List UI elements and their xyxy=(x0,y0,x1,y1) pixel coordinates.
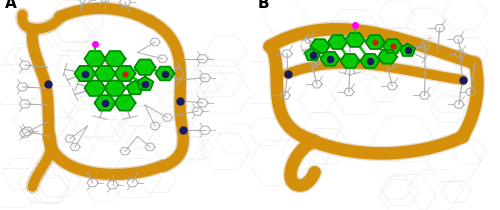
Polygon shape xyxy=(114,95,136,110)
Polygon shape xyxy=(84,81,105,96)
Polygon shape xyxy=(134,60,156,75)
Polygon shape xyxy=(383,39,402,53)
Polygon shape xyxy=(126,81,144,94)
Text: B: B xyxy=(258,0,269,11)
Polygon shape xyxy=(114,66,136,81)
Polygon shape xyxy=(94,95,116,110)
Polygon shape xyxy=(400,44,415,56)
Polygon shape xyxy=(104,81,126,96)
Polygon shape xyxy=(94,66,116,81)
Polygon shape xyxy=(366,35,384,49)
Polygon shape xyxy=(346,33,364,47)
Text: A: A xyxy=(5,0,17,11)
Polygon shape xyxy=(328,35,347,49)
Polygon shape xyxy=(340,54,359,68)
Polygon shape xyxy=(310,39,330,53)
Polygon shape xyxy=(378,50,397,64)
Polygon shape xyxy=(104,51,126,66)
Polygon shape xyxy=(84,51,105,66)
Polygon shape xyxy=(156,67,174,80)
Polygon shape xyxy=(360,54,380,68)
Polygon shape xyxy=(136,77,154,90)
Polygon shape xyxy=(320,52,340,66)
Polygon shape xyxy=(305,48,320,60)
Polygon shape xyxy=(74,66,96,81)
